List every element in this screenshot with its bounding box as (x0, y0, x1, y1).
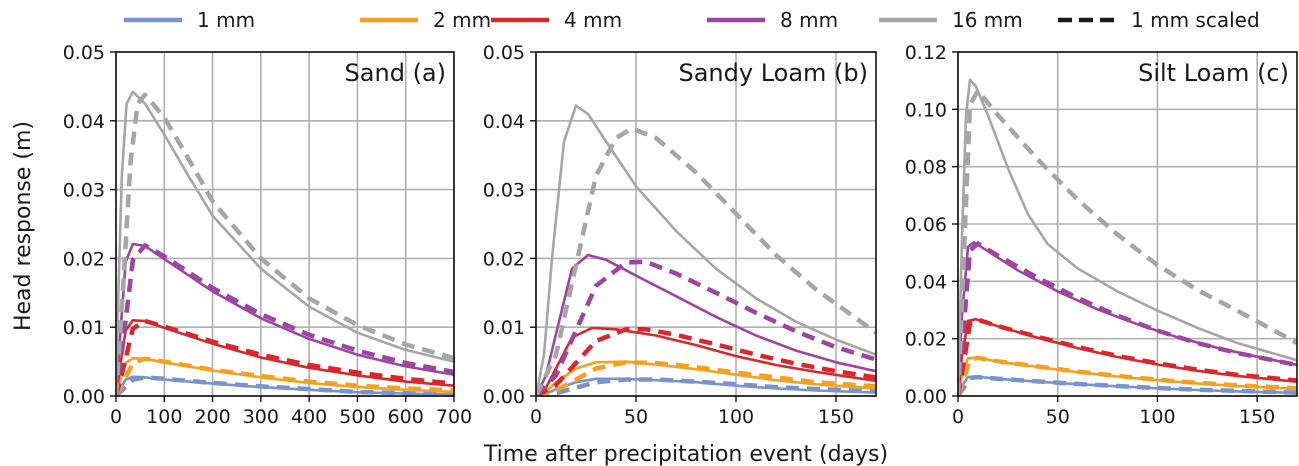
series-line-16-mm (116, 90, 454, 396)
x-tick-label: 0 (952, 406, 964, 428)
y-axis-label: Head response (m) (11, 121, 36, 331)
series-line-4-mm-scaled (116, 318, 454, 396)
series-group (958, 78, 1297, 396)
x-tick-label: 100 (1139, 406, 1175, 428)
series-line-4-mm (116, 319, 454, 396)
y-tick-label: 0.05 (63, 42, 105, 64)
x-tick-label: 50 (1046, 406, 1070, 428)
panel-title: Silt Loam (c) (1138, 59, 1289, 87)
legend-label-2-mm: 2 mm (433, 8, 491, 32)
series-line-8-mm-scaled (536, 259, 876, 396)
series-line-16-mm-scaled (536, 126, 876, 396)
y-tick-label: 0.01 (63, 317, 105, 339)
y-tick-label: 0.10 (905, 99, 947, 121)
y-tick-label: 0.03 (483, 180, 525, 202)
series-line-4-mm-scaled (958, 317, 1297, 396)
legend-label-1-mm-scaled: 1 mm scaled (1131, 8, 1260, 32)
legend: 1 mm 2 mm 4 mm 8 mm 16 mm 1 mm scaled (124, 8, 1260, 32)
x-tick-label: 300 (243, 406, 279, 428)
x-tick-label: 200 (194, 406, 230, 428)
x-tick-label: 100 (718, 406, 754, 428)
y-tick-label: 0.05 (483, 42, 525, 64)
x-tick-label: 0 (530, 406, 542, 428)
x-tick-label: 0 (110, 406, 122, 428)
plot-frame (535, 51, 877, 397)
x-axis-label: Time after precipitation event (days) (483, 442, 888, 466)
panel-sandy-loam-b: 0 50 100 150 0.00 0.01 0.02 0.03 0.04 0.05 Sandy L… (483, 42, 877, 428)
series-line-1-mm-scaled (536, 377, 876, 396)
series-line-8-mm-scaled (116, 243, 454, 396)
legend-label-1-mm: 1 mm (197, 8, 255, 32)
y-tick-label: 0.01 (483, 317, 525, 339)
y-tick-label: 0.08 (905, 157, 947, 179)
y-tick-label: 0.02 (905, 329, 947, 351)
y-tick-label: 0.03 (63, 180, 105, 202)
panel-silt-loam-c: 0 50 100 150 0.00 0.02 0.04 0.06 0.08 0.10 0.12 Sil… (905, 42, 1298, 428)
panel-title: Sand (a) (345, 59, 446, 87)
series-line-8-mm (116, 242, 454, 396)
y-tick-label: 0.12 (905, 42, 947, 64)
series-line-8-mm-scaled (958, 241, 1297, 396)
legend-label-16-mm: 16 mm (952, 8, 1023, 32)
y-tick-label: 0.04 (63, 111, 105, 133)
series-line-2-mm-scaled (958, 355, 1297, 396)
x-tick-label: 150 (1239, 406, 1275, 428)
series-line-16-mm (536, 104, 876, 396)
plot-frame (115, 51, 455, 397)
series-line-2-mm-scaled (116, 356, 454, 396)
legend-label-8-mm: 8 mm (780, 8, 838, 32)
y-tick-label: 0.02 (63, 248, 105, 270)
series-line-1-mm-scaled (116, 375, 454, 396)
series-line-16-mm-scaled (958, 88, 1297, 396)
series-group (116, 90, 454, 396)
y-tick-label: 0.02 (483, 248, 525, 270)
y-tick-label: 0.04 (905, 271, 947, 293)
panel-sand-a: 0 100 200 300 400 500 600 700 0.00 0.01 0.02 0.03 0.… (63, 42, 472, 428)
series-line-2-mm-scaled (536, 360, 876, 396)
series-line-16-mm (958, 78, 1297, 396)
series-line-4-mm-scaled (536, 327, 876, 396)
y-tick-label: 0.06 (905, 214, 947, 236)
series-line-16-mm-scaled (116, 92, 454, 396)
x-tick-label: 700 (436, 406, 472, 428)
x-tick-label: 400 (291, 406, 327, 428)
y-tick-label: 0.00 (63, 386, 105, 408)
x-tick-label: 500 (339, 406, 375, 428)
y-tick-label: 0.00 (905, 386, 947, 408)
series-line-4-mm (958, 317, 1297, 396)
x-tick-label: 50 (624, 406, 648, 428)
x-tick-label: 150 (818, 406, 854, 428)
x-tick-label: 600 (388, 406, 424, 428)
legend-label-4-mm: 4 mm (564, 8, 622, 32)
x-tick-label: 100 (146, 406, 182, 428)
series-group (536, 104, 876, 396)
series-line-8-mm (958, 241, 1297, 396)
y-tick-label: 0.04 (483, 111, 525, 133)
y-tick-label: 0.00 (483, 386, 525, 408)
series-line-1-mm-scaled (958, 374, 1297, 396)
panel-title: Sandy Loam (b) (678, 59, 868, 87)
panels: 0 100 200 300 400 500 600 7000.000.010.020.030.… (63, 42, 1298, 428)
series-line-4-mm (536, 326, 876, 396)
series-line-8-mm (536, 253, 876, 396)
